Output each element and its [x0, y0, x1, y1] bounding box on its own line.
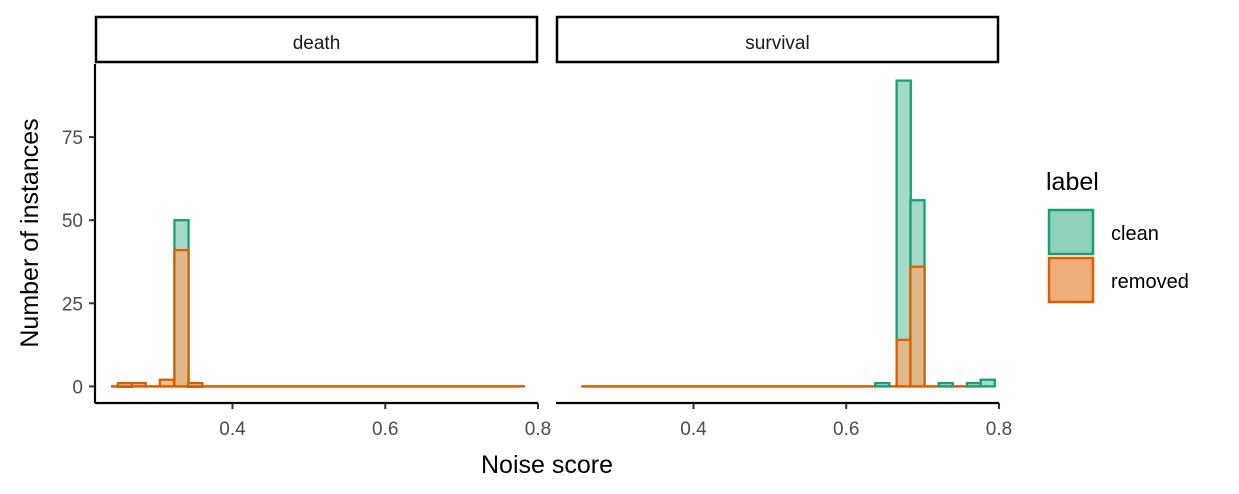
- facet-strip: [555, 15, 1000, 64]
- facet-survival: survival 0.4 0.6 0.8: [555, 15, 1012, 440]
- bar-removed: [187, 381, 204, 388]
- y-axis: 0 25 50 75: [62, 128, 95, 398]
- x-tick-label: 0.6: [372, 419, 398, 440]
- bar-removed: [158, 378, 176, 388]
- legend-key-clean: [1047, 208, 1095, 256]
- facet-strip-label: survival: [745, 33, 809, 54]
- x-tick-label: 0.8: [986, 419, 1012, 440]
- bar-removed: [895, 338, 912, 388]
- facet-panels: death 0.4 0.6 0.8 survival 0.4 0.6 0.8: [93, 15, 1012, 440]
- legend-key-removed: [1047, 256, 1095, 304]
- legend: label clean removed: [1046, 168, 1189, 304]
- y-tick-label: 75: [62, 128, 83, 149]
- facet-strip: [94, 15, 539, 64]
- x-axis-title: Noise score: [481, 451, 613, 479]
- facet-death: death 0.4 0.6 0.8: [93, 15, 551, 440]
- x-tick-label: 0.4: [219, 419, 246, 440]
- y-axis-title: Number of instances: [16, 118, 44, 347]
- bar-clean: [937, 381, 954, 388]
- legend-title: label: [1046, 168, 1099, 196]
- facet-strip-label: death: [293, 33, 341, 54]
- y-tick-label: 0: [72, 377, 83, 398]
- x-tick-label: 0.6: [833, 419, 859, 440]
- bar-clean: [874, 381, 891, 388]
- x-tick-label: 0.4: [680, 419, 707, 440]
- legend-label-removed: removed: [1111, 271, 1189, 293]
- legend-label-clean: clean: [1111, 223, 1159, 245]
- bar-removed: [909, 265, 926, 388]
- x-tick-label: 0.8: [525, 419, 551, 440]
- bar-removed: [173, 248, 190, 388]
- bar-removed: [130, 381, 147, 388]
- bar-clean: [979, 378, 996, 388]
- y-tick-label: 50: [62, 211, 83, 232]
- y-tick-label: 25: [62, 294, 83, 315]
- bar-removed: [116, 381, 134, 388]
- bar-clean: [965, 381, 983, 388]
- legend-entries: clean removed: [1047, 208, 1189, 304]
